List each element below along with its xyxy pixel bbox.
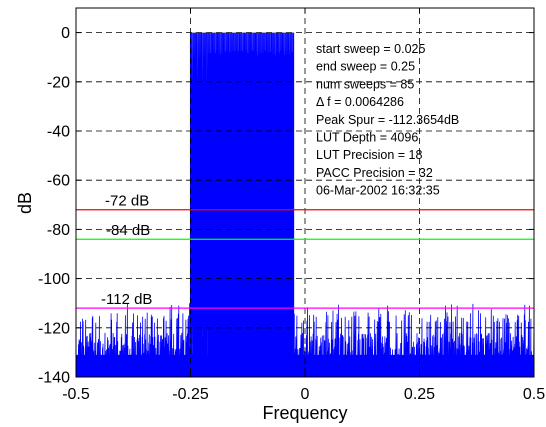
annotation-text: Δ f = 0.0064286 — [316, 95, 404, 109]
x-axis-label: Frequency — [262, 403, 347, 423]
annotation-text: 06-Mar-2002 16:32:35 — [316, 184, 440, 198]
x-tick-label: -0.25 — [172, 386, 209, 403]
grid-lines — [76, 8, 534, 377]
reference-line-label: -72 dB — [105, 193, 149, 210]
x-tick-label: 0 — [301, 386, 310, 403]
y-tick-label: -20 — [47, 74, 70, 91]
x-tick-label: 0.25 — [404, 386, 435, 403]
annotation-text: start sweep = 0.025 — [316, 42, 425, 56]
annotation-text: LUT Precision = 18 — [316, 148, 422, 162]
annotation-text: PACC Precision = 32 — [316, 166, 433, 180]
plot-area: -72 dB -84 dB -112 dB start sweep = 0.025 en… — [38, 7, 545, 403]
annotation-text: Peak Spur = -112.3654dB — [316, 113, 459, 127]
y-tick-label: -100 — [38, 271, 70, 288]
y-tick-label: -40 — [47, 124, 70, 141]
y-tick-label: -60 — [47, 173, 70, 190]
y-tick-label: -120 — [38, 320, 70, 337]
y-tick-label: -80 — [47, 222, 70, 239]
y-tick-label: 0 — [61, 25, 70, 42]
y-axis-label: dB — [15, 192, 35, 214]
annotation-text: LUT Depth = 4096 — [316, 131, 418, 145]
y-tick-label: -140 — [38, 370, 70, 387]
reference-line-label: -84 dB — [106, 222, 150, 239]
x-tick-label: 0.5 — [523, 386, 545, 403]
reference-line-label: -112 dB — [101, 291, 152, 308]
annotation-text: end sweep = 0.25 — [316, 60, 415, 74]
x-tick-label: -0.5 — [62, 386, 90, 403]
annotation-text: num sweeps = 85 — [316, 77, 414, 91]
